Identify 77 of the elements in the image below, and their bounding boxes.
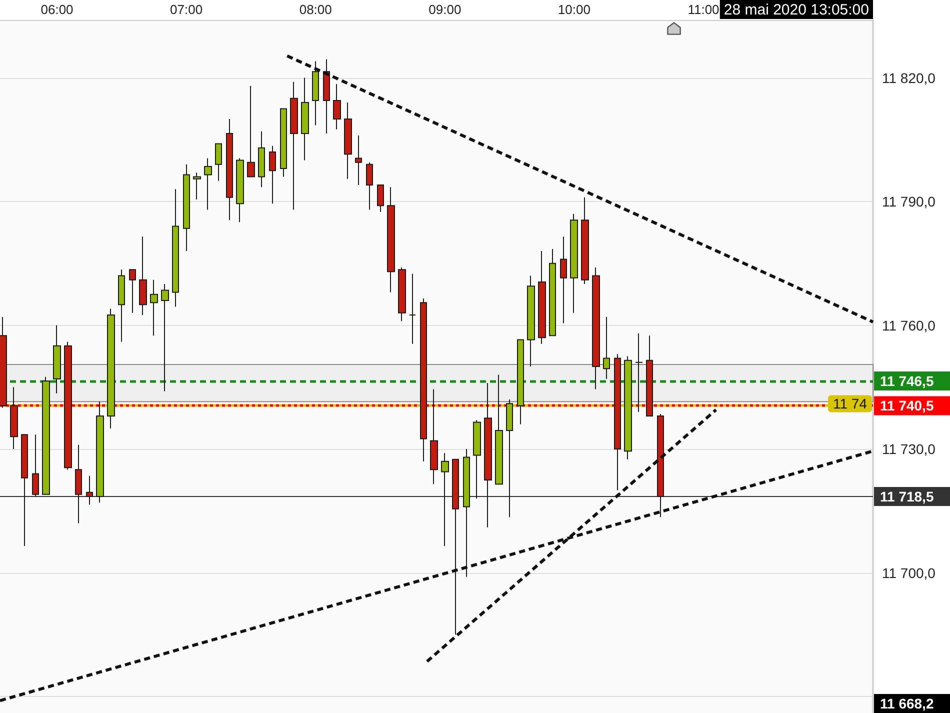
candlestick (290, 81, 298, 210)
text: 11 668,2 (880, 696, 934, 712)
x-tick-label: 11:00 (688, 2, 720, 17)
candlestick (75, 444, 82, 524)
y-tick-label: 11 790,0 (882, 194, 936, 210)
y-tick-label: 11 760,0 (882, 317, 936, 334)
candlestick (280, 108, 287, 178)
candlestick (86, 475, 93, 506)
candlestick (635, 333, 643, 412)
candlestick (226, 118, 233, 221)
candlestick (183, 164, 190, 252)
candlestick (484, 382, 492, 528)
y-tick-label: 11 700,0 (882, 564, 936, 581)
candlestick (204, 158, 212, 210)
candlestick (333, 83, 341, 130)
candlestick (269, 145, 276, 204)
candlestick (495, 374, 503, 485)
candlestick (538, 250, 546, 344)
candlestick (570, 213, 578, 314)
annotation: 11 74 (833, 396, 868, 412)
ref-line-label: 11 746,5 (880, 372, 934, 389)
x-tick-label: 09:00 (428, 2, 462, 17)
candlestick (10, 386, 18, 450)
candlestick (387, 186, 395, 293)
candlestick (42, 376, 50, 495)
y-tick-label: 11 820,0 (882, 70, 936, 86)
candlestick (0, 316, 7, 408)
y-tick-label: 11 730,0 (882, 441, 936, 457)
candlestick (215, 143, 222, 182)
candlestick (430, 388, 438, 485)
candlestick (344, 102, 352, 180)
x-tick-label: 08:00 (299, 2, 332, 17)
candlestick (560, 236, 567, 324)
candlestick (398, 267, 406, 322)
candlestick (603, 316, 610, 380)
candlestick (581, 196, 589, 284)
candlestick (53, 324, 61, 394)
candlestick (366, 162, 373, 210)
candlestick (420, 298, 427, 462)
candlestick (624, 356, 632, 460)
candlestick (441, 452, 449, 546)
candlestick (172, 188, 179, 308)
candlestick (473, 420, 481, 499)
x-tick-label: 07:00 (170, 2, 203, 17)
candlestick (129, 269, 136, 314)
candlestick (614, 354, 621, 491)
candlestick (32, 434, 39, 497)
candlestick (139, 236, 147, 316)
candlestick (646, 335, 653, 416)
candlestick (409, 273, 416, 344)
candlestick (150, 279, 158, 336)
candlestick (236, 158, 244, 223)
candlestick (118, 269, 125, 342)
candlestick (312, 60, 319, 126)
candlestick (506, 399, 513, 518)
candlestick (301, 77, 309, 161)
ref-line-label: 11 740,5 (880, 398, 934, 414)
x-tick-label: 06:00 (40, 2, 74, 17)
candlestick (355, 135, 362, 186)
candlestick (517, 339, 524, 425)
candlestick (96, 401, 104, 504)
candlestick (21, 434, 28, 546)
ref-line-label: 11 718,5 (880, 488, 934, 504)
candlestick (107, 308, 115, 429)
candlestick (549, 248, 556, 336)
x-tick-label: 10:00 (558, 2, 590, 17)
candlestick (193, 172, 201, 200)
candlestick (527, 275, 535, 367)
candlestick (323, 58, 330, 134)
candlestick (161, 284, 169, 392)
candlestick (592, 267, 600, 390)
candlestick (377, 184, 384, 212)
candlestick (258, 130, 265, 188)
candlestick (247, 86, 255, 178)
candlestick (452, 458, 459, 636)
candlestick (64, 341, 72, 470)
text: 28 mai 2020 13:05:00 (724, 2, 870, 18)
